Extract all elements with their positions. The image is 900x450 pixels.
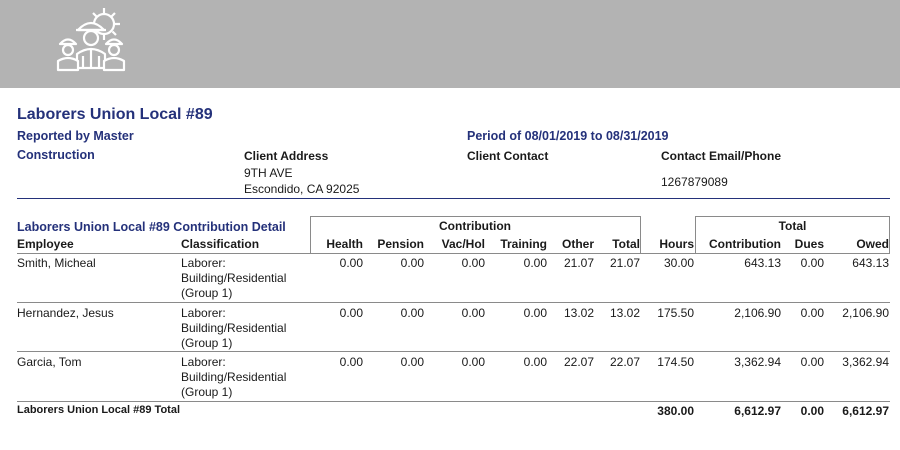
row-divider <box>17 351 890 352</box>
other-value: 22.07 <box>563 355 594 369</box>
classification-line2: Building/Residential <box>181 271 287 285</box>
vachol-value: 0.00 <box>461 306 485 320</box>
contact-phone: 1267879089 <box>661 175 728 189</box>
totals-owed: 6,612.97 <box>842 404 889 418</box>
hours-value: 30.00 <box>663 256 694 270</box>
contribution-total-value: 22.07 <box>609 355 640 369</box>
col-pension: Pension <box>377 237 424 251</box>
col-training: Training <box>500 237 547 251</box>
contribution-total-value: 13.02 <box>609 306 640 320</box>
contribution-value: 2,106.90 <box>734 306 781 320</box>
contribution-total-value: 21.07 <box>609 256 640 270</box>
client-address-line1: 9TH AVE <box>244 166 293 180</box>
header-divider <box>17 198 890 199</box>
classification-line1: Laborer: <box>181 355 226 369</box>
owed-value: 3,362.94 <box>842 355 889 369</box>
training-value: 0.00 <box>523 256 547 270</box>
totals-dues: 0.00 <box>800 404 824 418</box>
col-hours: Hours <box>659 237 694 251</box>
hours-value: 174.50 <box>657 355 694 369</box>
employee-name: Smith, Micheal <box>17 256 96 270</box>
top-banner <box>0 0 900 88</box>
classification-line2: Building/Residential <box>181 370 287 384</box>
pension-value: 0.00 <box>400 306 424 320</box>
employee-name: Garcia, Tom <box>17 355 82 369</box>
dues-value: 0.00 <box>800 306 824 320</box>
col-total: Total <box>612 237 640 251</box>
header-row-divider <box>17 253 890 254</box>
pension-value: 0.00 <box>400 355 424 369</box>
row-divider <box>17 401 890 402</box>
health-value: 0.00 <box>339 355 363 369</box>
contribution-group-right <box>640 216 641 254</box>
owed-value: 2,106.90 <box>842 306 889 320</box>
totals-hours: 380.00 <box>657 404 694 418</box>
col-classification: Classification <box>181 237 260 251</box>
health-value: 0.00 <box>339 256 363 270</box>
other-value: 13.02 <box>563 306 594 320</box>
total-group-right <box>889 216 890 254</box>
reported-by-line1: Reported by Master <box>17 129 134 143</box>
union-title: Laborers Union Local #89 <box>17 106 213 123</box>
training-value: 0.00 <box>523 355 547 369</box>
reported-by-line2: Construction <box>17 148 95 162</box>
client-address-line2: Escondido, CA 92025 <box>244 182 360 196</box>
col-contribution: Contribution <box>709 237 781 251</box>
construction-workers-gear-icon <box>56 8 126 72</box>
client-contact-label: Client Contact <box>467 149 549 163</box>
period-label: Period of 08/01/2019 to 08/31/2019 <box>467 129 669 143</box>
col-health: Health <box>326 237 363 251</box>
classification-line3: (Group 1) <box>181 336 233 350</box>
dues-value: 0.00 <box>800 355 824 369</box>
client-address-label: Client Address <box>244 149 329 163</box>
contribution-value: 3,362.94 <box>734 355 781 369</box>
hours-value: 175.50 <box>657 306 694 320</box>
col-other: Other <box>561 237 594 251</box>
total-group-top <box>695 216 890 217</box>
other-value: 21.07 <box>563 256 594 270</box>
health-value: 0.00 <box>339 306 363 320</box>
col-dues: Dues <box>794 237 824 251</box>
employee-name: Hernandez, Jesus <box>17 306 114 320</box>
col-vachol: Vac/Hol <box>441 237 485 251</box>
contribution-group-label: Contribution <box>439 219 511 233</box>
contribution-group-left <box>310 216 311 254</box>
row-divider <box>17 302 890 303</box>
dues-value: 0.00 <box>800 256 824 270</box>
vachol-value: 0.00 <box>461 355 485 369</box>
classification-line1: Laborer: <box>181 256 226 270</box>
classification-line3: (Group 1) <box>181 385 233 399</box>
totals-label: Laborers Union Local #89 Total <box>17 404 180 416</box>
total-group-left <box>695 216 696 254</box>
total-group-label: Total <box>778 219 807 233</box>
contribution-group-top <box>310 216 640 217</box>
training-value: 0.00 <box>523 306 547 320</box>
totals-contribution: 6,612.97 <box>734 404 781 418</box>
col-employee: Employee <box>17 237 74 251</box>
col-owed: Owed <box>856 237 889 251</box>
classification-line2: Building/Residential <box>181 321 287 335</box>
section-title: Laborers Union Local #89 Contribution De… <box>17 220 286 234</box>
classification-line1: Laborer: <box>181 306 226 320</box>
owed-value: 643.13 <box>852 256 889 270</box>
contribution-value: 643.13 <box>744 256 781 270</box>
contact-email-phone-label: Contact Email/Phone <box>661 149 782 163</box>
pension-value: 0.00 <box>400 256 424 270</box>
classification-line3: (Group 1) <box>181 286 233 300</box>
vachol-value: 0.00 <box>461 256 485 270</box>
